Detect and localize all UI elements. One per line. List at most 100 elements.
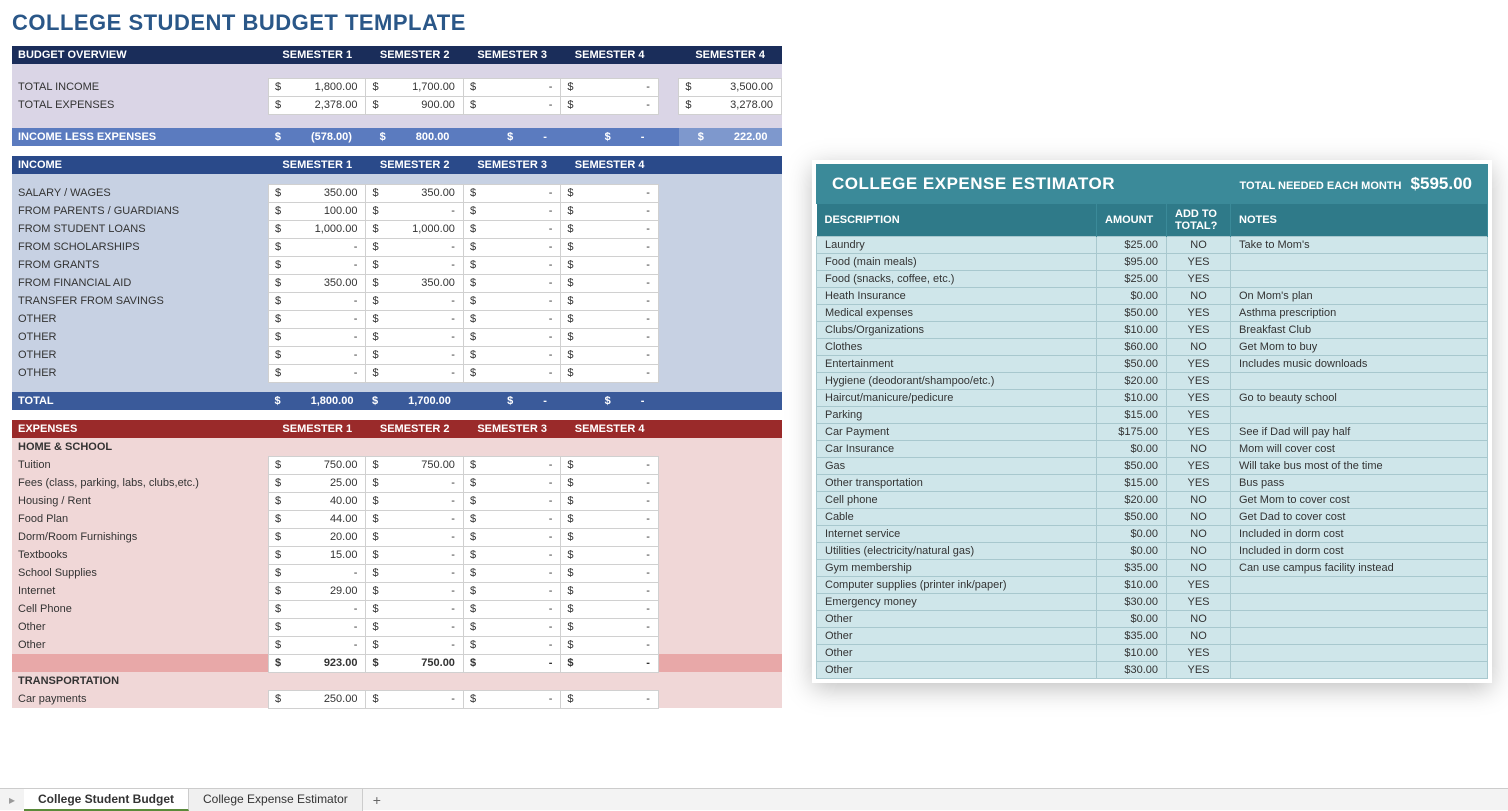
value-cell[interactable]: $- xyxy=(561,274,658,292)
estimator-notes[interactable] xyxy=(1231,611,1488,628)
value-cell[interactable]: $- xyxy=(463,582,560,600)
value-cell[interactable]: $- xyxy=(561,510,658,528)
value-cell[interactable]: $- xyxy=(366,690,463,708)
value-cell[interactable]: $2,378.00 xyxy=(269,96,366,114)
value-cell[interactable]: $- xyxy=(561,618,658,636)
estimator-amount[interactable]: $95.00 xyxy=(1097,254,1167,271)
value-cell[interactable]: $- xyxy=(269,328,366,346)
value-cell[interactable]: $- xyxy=(269,636,366,654)
value-cell[interactable]: $- xyxy=(366,474,463,492)
value-cell[interactable]: $20.00 xyxy=(269,528,366,546)
value-cell[interactable]: $- xyxy=(269,256,366,274)
estimator-notes[interactable] xyxy=(1231,373,1488,390)
estimator-add[interactable]: YES xyxy=(1167,271,1231,288)
value-cell[interactable]: $- xyxy=(366,546,463,564)
estimator-amount[interactable]: $50.00 xyxy=(1097,305,1167,322)
value-cell[interactable]: $40.00 xyxy=(269,492,366,510)
estimator-add[interactable]: YES xyxy=(1167,577,1231,594)
value-cell[interactable]: $1,800.00 xyxy=(269,78,366,96)
estimator-desc[interactable]: Entertainment xyxy=(817,356,1097,373)
value-cell[interactable]: $- xyxy=(561,238,658,256)
estimator-desc[interactable]: Medical expenses xyxy=(817,305,1097,322)
value-cell[interactable]: $3,500.00 xyxy=(679,78,782,96)
value-cell[interactable]: $- xyxy=(366,636,463,654)
value-cell[interactable]: $- xyxy=(269,600,366,618)
estimator-notes[interactable] xyxy=(1231,662,1488,679)
estimator-amount[interactable]: $50.00 xyxy=(1097,509,1167,526)
value-cell[interactable]: $- xyxy=(463,310,560,328)
estimator-desc[interactable]: Clubs/Organizations xyxy=(817,322,1097,339)
estimator-notes[interactable]: Breakfast Club xyxy=(1231,322,1488,339)
value-cell[interactable]: $- xyxy=(366,292,463,310)
add-sheet-button[interactable]: + xyxy=(363,792,391,808)
value-cell[interactable]: $- xyxy=(366,256,463,274)
value-cell[interactable]: $- xyxy=(561,546,658,564)
estimator-notes[interactable] xyxy=(1231,628,1488,645)
value-cell[interactable]: $- xyxy=(269,364,366,382)
estimator-desc[interactable]: Hygiene (deodorant/shampoo/etc.) xyxy=(817,373,1097,390)
value-cell[interactable]: $- xyxy=(366,528,463,546)
estimator-notes[interactable] xyxy=(1231,577,1488,594)
estimator-notes[interactable] xyxy=(1231,594,1488,611)
value-cell[interactable]: $- xyxy=(366,564,463,582)
sheet-tab[interactable]: College Expense Estimator xyxy=(189,789,363,811)
value-cell[interactable]: $- xyxy=(463,184,560,202)
tab-nav-prev[interactable]: ▸ xyxy=(0,793,24,807)
estimator-add[interactable]: YES xyxy=(1167,594,1231,611)
value-cell[interactable]: $- xyxy=(463,564,560,582)
value-cell[interactable]: $- xyxy=(366,346,463,364)
estimator-desc[interactable]: Parking xyxy=(817,407,1097,424)
value-cell[interactable]: $- xyxy=(366,202,463,220)
estimator-amount[interactable]: $10.00 xyxy=(1097,322,1167,339)
estimator-notes[interactable] xyxy=(1231,407,1488,424)
value-cell[interactable]: $350.00 xyxy=(269,184,366,202)
estimator-add[interactable]: YES xyxy=(1167,645,1231,662)
estimator-add[interactable]: NO xyxy=(1167,628,1231,645)
estimator-add[interactable]: NO xyxy=(1167,543,1231,560)
value-cell[interactable]: $- xyxy=(463,328,560,346)
estimator-desc[interactable]: Food (main meals) xyxy=(817,254,1097,271)
value-cell[interactable]: $- xyxy=(561,474,658,492)
estimator-desc[interactable]: Emergency money xyxy=(817,594,1097,611)
value-cell[interactable]: $- xyxy=(463,654,560,672)
value-cell[interactable]: $- xyxy=(463,238,560,256)
value-cell[interactable]: $- xyxy=(366,600,463,618)
estimator-desc[interactable]: Gym membership xyxy=(817,560,1097,577)
value-cell[interactable]: $- xyxy=(269,292,366,310)
estimator-amount[interactable]: $0.00 xyxy=(1097,543,1167,560)
estimator-desc[interactable]: Heath Insurance xyxy=(817,288,1097,305)
value-cell[interactable]: $1,000.00 xyxy=(366,220,463,238)
estimator-add[interactable]: NO xyxy=(1167,492,1231,509)
estimator-desc[interactable]: Utilities (electricity/natural gas) xyxy=(817,543,1097,560)
estimator-amount[interactable]: $50.00 xyxy=(1097,458,1167,475)
value-cell[interactable]: $750.00 xyxy=(366,654,463,672)
value-cell[interactable]: $- xyxy=(561,690,658,708)
value-cell[interactable]: $1,000.00 xyxy=(269,220,366,238)
value-cell[interactable]: $- xyxy=(561,636,658,654)
value-cell[interactable]: $750.00 xyxy=(366,456,463,474)
value-cell[interactable]: $- xyxy=(561,96,658,114)
estimator-notes[interactable]: Get Mom to cover cost xyxy=(1231,492,1488,509)
estimator-add[interactable]: NO xyxy=(1167,509,1231,526)
value-cell[interactable]: $- xyxy=(463,96,560,114)
value-cell[interactable]: $1,700.00 xyxy=(366,78,463,96)
estimator-notes[interactable]: Get Mom to buy xyxy=(1231,339,1488,356)
value-cell[interactable]: $- xyxy=(366,364,463,382)
estimator-amount[interactable]: $30.00 xyxy=(1097,594,1167,611)
estimator-desc[interactable]: Gas xyxy=(817,458,1097,475)
estimator-add[interactable]: NO xyxy=(1167,560,1231,577)
value-cell[interactable]: $- xyxy=(561,256,658,274)
value-cell[interactable]: $- xyxy=(463,220,560,238)
value-cell[interactable]: $29.00 xyxy=(269,582,366,600)
estimator-desc[interactable]: Other transportation xyxy=(817,475,1097,492)
estimator-add[interactable]: YES xyxy=(1167,424,1231,441)
estimator-amount[interactable]: $15.00 xyxy=(1097,475,1167,492)
estimator-amount[interactable]: $10.00 xyxy=(1097,577,1167,594)
value-cell[interactable]: $- xyxy=(269,346,366,364)
estimator-notes[interactable]: Get Dad to cover cost xyxy=(1231,509,1488,526)
value-cell[interactable]: $- xyxy=(463,346,560,364)
estimator-notes[interactable]: Take to Mom's xyxy=(1231,237,1488,254)
value-cell[interactable]: $923.00 xyxy=(269,654,366,672)
value-cell[interactable]: $900.00 xyxy=(366,96,463,114)
estimator-add[interactable]: NO xyxy=(1167,611,1231,628)
